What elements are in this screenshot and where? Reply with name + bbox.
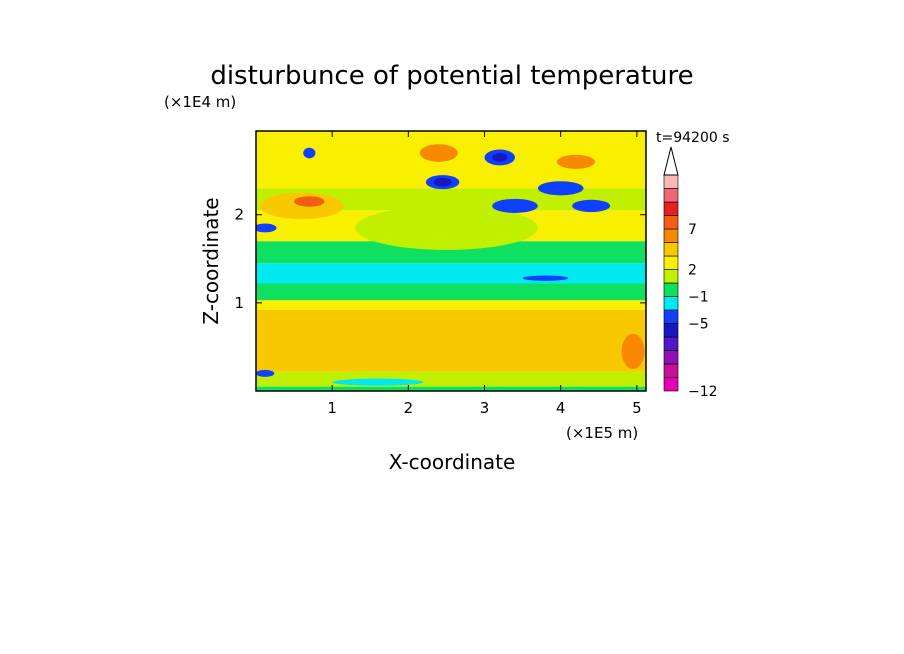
- x-tick-label: 3: [480, 399, 490, 417]
- field-feature: [556, 154, 595, 169]
- x-tick-label: 4: [556, 399, 566, 417]
- field-band: [256, 241, 646, 264]
- x-tick-label: 5: [632, 399, 642, 417]
- colorbar-swatch: [663, 228, 679, 243]
- x-axis: 1 2 3 4 5: [327, 131, 642, 417]
- field-band: [256, 371, 646, 387]
- y-axis-title: Z-coordinate: [199, 197, 223, 324]
- field-feature: [419, 144, 458, 162]
- y-axis: 12: [234, 206, 646, 312]
- colorbar-swatch: [663, 282, 679, 297]
- x-scale-label: (×1E5 m): [566, 424, 638, 442]
- field-band: [256, 300, 646, 310]
- field-feature: [256, 369, 275, 377]
- colorbar-tick-label: −5: [688, 317, 709, 333]
- field-feature: [256, 223, 277, 233]
- field-feature: [294, 196, 325, 207]
- field-feature: [303, 147, 316, 159]
- field-band: [256, 283, 646, 301]
- colorbar-swatch: [663, 215, 679, 230]
- time-label: t=94200 s: [656, 130, 730, 146]
- colorbar-swatch: [663, 363, 679, 378]
- colorbar-swatch: [663, 242, 679, 257]
- field-feature: [537, 181, 584, 196]
- field-feature: [492, 198, 538, 213]
- colorbar-swatch: [663, 201, 679, 216]
- colorbar-tick-label: 2: [688, 263, 697, 279]
- y-scale-label: (×1E4 m): [164, 93, 236, 111]
- colorbar: −12−5−127: [663, 146, 718, 400]
- x-tick-label: 1: [327, 399, 337, 417]
- field-feature: [621, 333, 645, 369]
- field-feature: [259, 322, 375, 337]
- field-feature: [492, 153, 508, 162]
- colorbar-swatch: [663, 296, 679, 311]
- colorbar-tick-label: −12: [688, 384, 718, 400]
- colorbar-swatch: [663, 336, 679, 351]
- field-feature: [572, 199, 611, 213]
- colorbar-tick-label: 7: [688, 222, 697, 238]
- field-band: [256, 263, 646, 284]
- colorbar-swatch: [663, 377, 679, 392]
- colorbar-swatch: [663, 188, 679, 203]
- plot-area: [256, 131, 646, 391]
- colorbar-swatch: [663, 309, 679, 324]
- colorbar-tick-label: −1: [688, 290, 709, 306]
- y-tick-label: 2: [234, 206, 244, 224]
- field-feature: [461, 336, 599, 358]
- x-tick-label: 2: [404, 399, 414, 417]
- y-tick-label: 1: [234, 294, 244, 312]
- field-feature: [332, 378, 424, 386]
- colorbar-swatch: [663, 174, 679, 189]
- field-feature: [355, 205, 538, 250]
- colorbar-swatch: [663, 269, 679, 284]
- field-feature: [433, 177, 452, 187]
- colorbar-swatch: [663, 350, 679, 365]
- field-band: [256, 386, 646, 391]
- colorbar-swatch: [663, 323, 679, 338]
- colorbar-extend-arrow: [663, 146, 679, 176]
- field-feature: [522, 275, 569, 281]
- x-axis-title: X-coordinate: [389, 450, 516, 474]
- colorbar-swatch: [663, 255, 679, 270]
- chart-title: disturbunce of potential temperature: [210, 61, 693, 91]
- plot-frame: [255, 130, 647, 392]
